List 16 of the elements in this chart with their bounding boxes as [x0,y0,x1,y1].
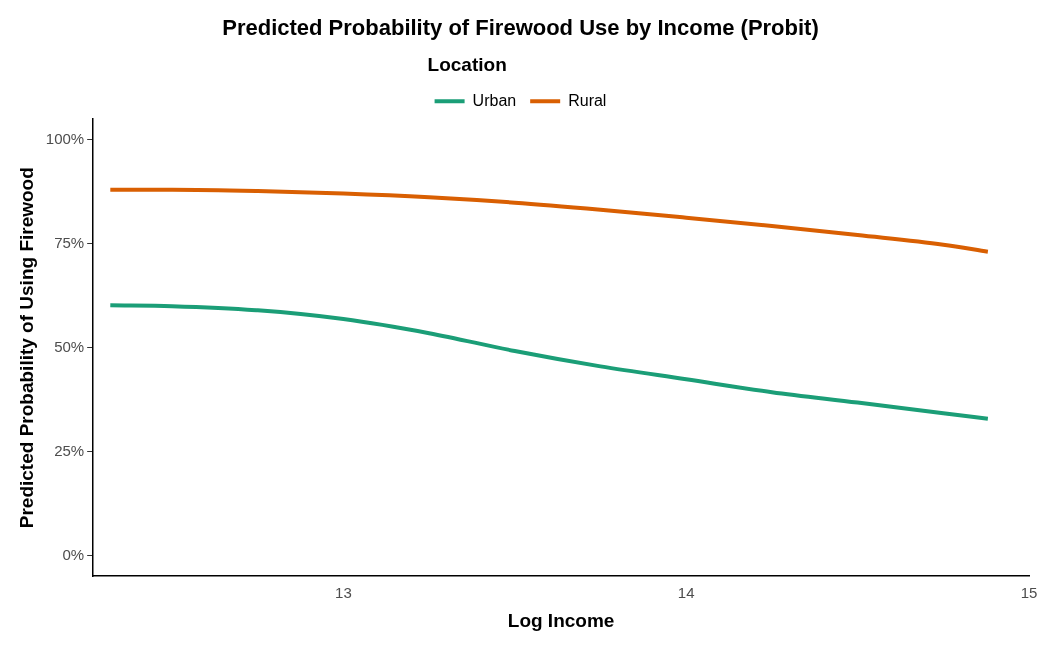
y-axis-title: Predicted Probability of Using Firewood [15,167,37,529]
x-tick-label: 14 [677,584,695,602]
x-axis-title: Log Income [507,609,615,631]
y-tick-label: 75% [54,233,85,251]
x-tick-label: 15 [1020,584,1038,602]
x-tick-label: 13 [335,584,352,602]
legend-label: Urban [472,91,517,109]
y-tick-label: 0% [62,545,85,563]
legend-label: Rural [568,91,607,109]
line-series [108,303,990,421]
chart-title: Predicted Probability of Firewood Use by Income (Probit) [222,15,819,41]
y-tick-label: 50% [54,337,85,355]
y-tick-label: 25% [54,441,85,459]
legend-title: Location [427,54,507,76]
line-series [108,187,990,254]
y-tick-label: 100% [45,130,85,148]
